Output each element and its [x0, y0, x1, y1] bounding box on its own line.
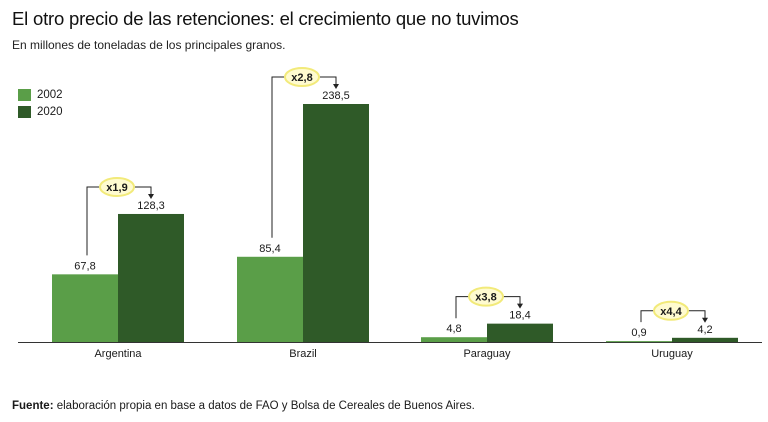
bar-2002-argentina [52, 274, 118, 342]
growth-label-brazil: x2,8 [291, 72, 312, 84]
growth-arrowhead-paraguay [517, 303, 523, 309]
data-label-2020-uruguay: 4,2 [697, 324, 712, 336]
legend: 2002 2020 [18, 86, 63, 120]
bar-2002-brazil [237, 256, 303, 342]
data-label-2002-paraguay: 4,8 [446, 323, 461, 335]
category-label-argentina: Argentina [94, 348, 142, 360]
growth-label-argentina: x1,9 [106, 182, 127, 194]
legend-item-2002: 2002 [18, 86, 63, 103]
legend-swatch-2020 [18, 105, 31, 118]
data-label-2002-argentina: 67,8 [74, 260, 95, 272]
legend-label-2002: 2002 [37, 88, 63, 101]
source-note: Fuente: elaboración propia en base a dat… [12, 400, 475, 412]
data-label-2002-uruguay: 0,9 [631, 327, 646, 339]
growth-label-uruguay: x4,4 [660, 306, 682, 318]
source-text: elaboración propia en base a datos de FA… [56, 400, 475, 412]
legend-swatch-2002 [18, 88, 31, 101]
growth-label-paraguay: x3,8 [475, 292, 496, 304]
data-label-2020-argentina: 128,3 [137, 200, 165, 212]
chart-title: El otro precio de las retenciones: el cr… [12, 8, 519, 29]
growth-arrowhead-uruguay [702, 317, 708, 323]
growth-arrowhead-argentina [148, 193, 154, 199]
category-label-uruguay: Uruguay [651, 348, 693, 360]
category-label-brazil: Brazil [289, 348, 317, 360]
legend-label-2020: 2020 [37, 105, 63, 118]
data-label-2020-paraguay: 18,4 [509, 310, 530, 322]
growth-badge-uruguay [653, 300, 689, 321]
bar-2002-paraguay [421, 337, 487, 342]
growth-badge-brazil [284, 67, 320, 87]
growth-badge-paraguay [468, 286, 504, 307]
growth-badge-argentina [99, 176, 135, 197]
category-label-paraguay: Paraguay [463, 348, 511, 360]
growth-arrowhead-brazil [333, 84, 339, 89]
source-label: Fuente: [12, 400, 54, 412]
bar-2020-brazil [303, 104, 369, 342]
legend-item-2020: 2020 [18, 103, 63, 120]
bar-2002-uruguay [606, 341, 672, 343]
bar-2020-uruguay [672, 337, 738, 342]
bar-2020-paraguay [487, 323, 553, 342]
bar-2020-argentina [118, 213, 184, 342]
chart-subtitle: En millones de toneladas de los principa… [12, 38, 286, 52]
data-label-2002-brazil: 85,4 [259, 243, 280, 255]
data-label-2020-brazil: 238,5 [322, 90, 350, 102]
